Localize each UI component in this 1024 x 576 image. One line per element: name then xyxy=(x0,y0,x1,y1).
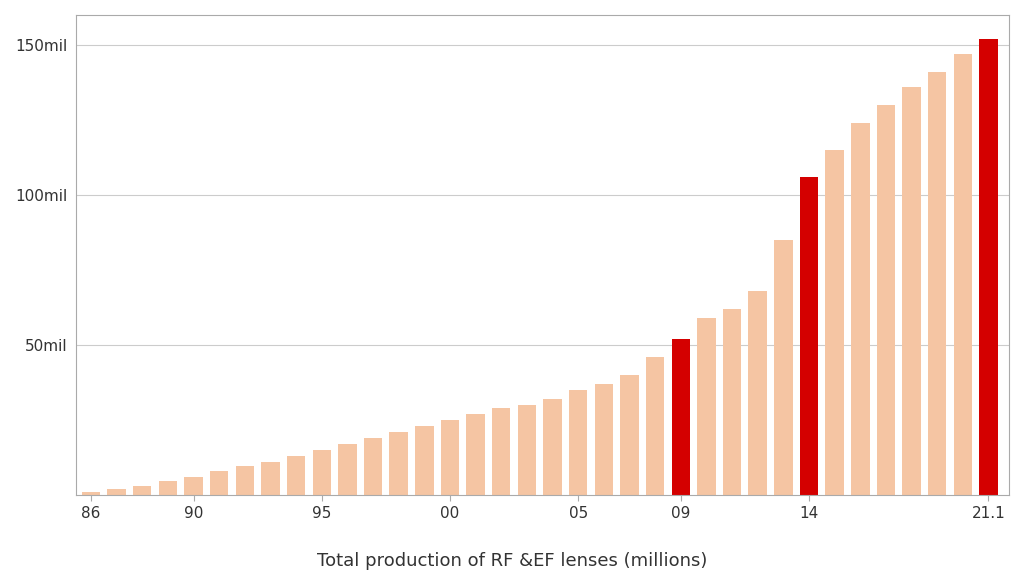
Bar xyxy=(877,105,895,495)
Bar xyxy=(697,318,716,495)
Bar xyxy=(236,466,254,495)
Bar xyxy=(518,405,537,495)
Bar xyxy=(466,414,484,495)
Bar xyxy=(159,481,177,495)
Bar xyxy=(415,426,433,495)
Bar xyxy=(928,72,946,495)
Bar xyxy=(133,486,152,495)
Bar xyxy=(953,54,972,495)
Bar xyxy=(82,491,100,495)
Bar xyxy=(364,438,382,495)
Bar xyxy=(312,450,331,495)
Bar xyxy=(261,461,280,495)
Bar xyxy=(902,87,921,495)
Text: Total production of RF &EF lenses (millions): Total production of RF &EF lenses (milli… xyxy=(316,552,708,570)
Bar xyxy=(851,123,869,495)
Bar xyxy=(646,357,665,495)
Bar xyxy=(569,389,588,495)
Bar xyxy=(979,39,997,495)
Bar xyxy=(338,444,356,495)
Bar xyxy=(544,399,562,495)
Bar xyxy=(287,456,305,495)
Bar xyxy=(210,471,228,495)
Bar xyxy=(672,339,690,495)
Bar xyxy=(108,488,126,495)
Bar xyxy=(492,408,511,495)
Bar xyxy=(825,150,844,495)
Bar xyxy=(440,420,459,495)
Bar xyxy=(389,431,408,495)
Bar xyxy=(184,476,203,495)
Bar xyxy=(621,374,639,495)
Bar xyxy=(723,309,741,495)
Bar xyxy=(749,291,767,495)
Bar xyxy=(774,240,793,495)
Bar xyxy=(595,384,613,495)
Bar xyxy=(800,177,818,495)
